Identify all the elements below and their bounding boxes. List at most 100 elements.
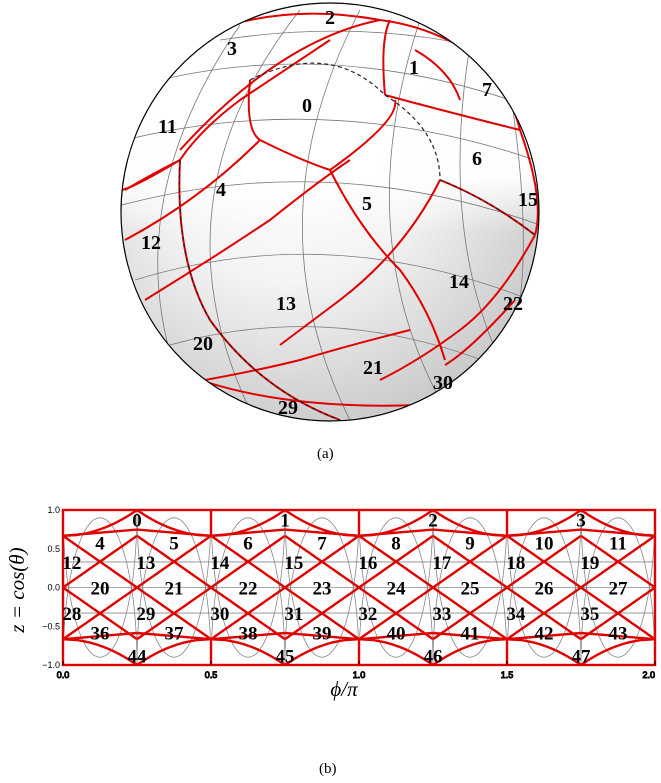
boundary-cap-south (210, 638, 286, 666)
grid-label-9: 9 (465, 534, 475, 555)
boundary-ring (62, 631, 138, 641)
sphere-label-14: 14 (449, 271, 469, 293)
boundary-ring (136, 631, 212, 641)
x-axis-title: ϕ/π (330, 677, 358, 701)
sphere-label-5: 5 (362, 193, 372, 215)
sphere-label-1: 1 (409, 57, 419, 79)
grid-label-23: 23 (313, 579, 332, 600)
grid-label-16: 16 (358, 553, 377, 574)
boundary-cap-north (136, 509, 212, 537)
grid-label-22: 22 (239, 579, 258, 600)
grid-label-6: 6 (243, 534, 253, 555)
y-tick-label: 0.0 (47, 583, 60, 593)
boundary-ring (506, 528, 582, 537)
grid-label-3: 3 (576, 510, 586, 531)
grid-label-26: 26 (535, 579, 554, 600)
grid-label-31: 31 (284, 604, 303, 625)
boundary-cap-north (432, 509, 508, 537)
boundary-ring (358, 528, 434, 537)
x-tick-label: 1.5 (501, 670, 514, 680)
boundary-ring (210, 631, 286, 641)
sphere-label-13: 13 (276, 293, 296, 315)
grid-label-25: 25 (461, 579, 480, 600)
grid-label-7: 7 (317, 534, 327, 555)
grid-label-46: 46 (424, 647, 443, 668)
grid-label-35: 35 (580, 604, 599, 625)
grid-label-5: 5 (169, 534, 179, 555)
grid-label-17: 17 (432, 553, 452, 574)
boundary-ring (358, 631, 434, 641)
y-tick-label: −1.0 (42, 660, 60, 670)
boundary-cap-south (284, 638, 360, 666)
boundary-ring (580, 528, 656, 537)
boundary-diag-down (358, 534, 508, 641)
boundary-cap-north (358, 509, 434, 537)
y-tick-labels: 1.0 0.5 0.0 −0.5 −1.0 (42, 505, 60, 670)
sphere-label-22: 22 (503, 293, 523, 315)
y-tick-label: −0.5 (42, 621, 60, 631)
caption-a: (a) (317, 446, 334, 462)
grid-label-42: 42 (535, 624, 554, 645)
grid-label-24: 24 (387, 579, 407, 600)
grid-label-37: 37 (165, 624, 185, 645)
boundary-ring (62, 528, 138, 537)
boundary-diag-down (432, 534, 582, 641)
sphere-label-6: 6 (472, 148, 482, 170)
sphere-label-30: 30 (433, 372, 453, 394)
boundary-ring (284, 631, 360, 641)
boundary-cap-south (136, 638, 212, 666)
grid-label-44: 44 (128, 647, 148, 668)
sphere-panel: 0 1 2 3 4 5 6 7 11 12 13 14 15 20 21 22 … (120, 2, 540, 462)
y-tick-label: 0.5 (47, 544, 60, 554)
sphere-label-2: 2 (325, 7, 335, 29)
grid-label-1: 1 (280, 510, 290, 531)
grid-label-11: 11 (609, 534, 627, 555)
grid-label-41: 41 (461, 624, 480, 645)
sphere-label-21: 21 (363, 357, 383, 379)
grid-label-27: 27 (609, 579, 629, 600)
y-tick-label: 1.0 (47, 505, 60, 515)
sphere-label-12: 12 (141, 232, 161, 254)
boundary-ring (432, 631, 508, 641)
grid-label-32: 32 (358, 604, 377, 625)
dashed-seams (178, 62, 536, 421)
boundary-ring (284, 528, 360, 537)
sphere-pixel-labels: 0 1 2 3 4 5 6 7 11 12 13 14 15 20 21 22 … (141, 7, 538, 419)
sphere-outline (120, 2, 540, 422)
grid-label-13: 13 (136, 553, 155, 574)
grid-label-19: 19 (580, 553, 599, 574)
caption-b: (b) (319, 761, 337, 777)
grid-label-2: 2 (428, 510, 438, 531)
grid-label-20: 20 (91, 579, 110, 600)
boundary-ring (580, 631, 656, 641)
grid-label-18: 18 (506, 553, 525, 574)
sphere-label-29: 29 (278, 397, 298, 419)
grid-label-12: 12 (62, 553, 81, 574)
grid-label-33: 33 (432, 604, 451, 625)
boundary-diag-down (136, 534, 286, 641)
grid-label-38: 38 (239, 624, 258, 645)
y-axis-title: z = cos(θ) (5, 547, 29, 633)
boundary-diag-down (580, 534, 656, 589)
grid-label-43: 43 (609, 624, 628, 645)
boundary-cap-south (358, 638, 434, 666)
boundary-cap-south (432, 638, 508, 666)
boundary-diag-down (210, 534, 360, 641)
boundary-diag-down (62, 534, 212, 641)
grid-label-36: 36 (91, 624, 110, 645)
grid-label-21: 21 (165, 579, 184, 600)
boundary-cap-south (580, 638, 656, 666)
sphere-label-20: 20 (193, 333, 213, 355)
grid-label-10: 10 (535, 534, 554, 555)
boundary-cap-south (62, 638, 138, 666)
x-tick-labels: 0.0 0.5 1.0 1.5 2.0 (56, 661, 656, 681)
boundary-diag-down (506, 534, 656, 641)
boundary-cap-north (210, 509, 286, 537)
boundary-ring (506, 631, 582, 641)
sphere-label-7: 7 (482, 79, 492, 101)
sphere-label-0: 0 (302, 95, 312, 117)
grid-label-29: 29 (136, 604, 155, 625)
grid-label-4: 4 (95, 534, 105, 555)
